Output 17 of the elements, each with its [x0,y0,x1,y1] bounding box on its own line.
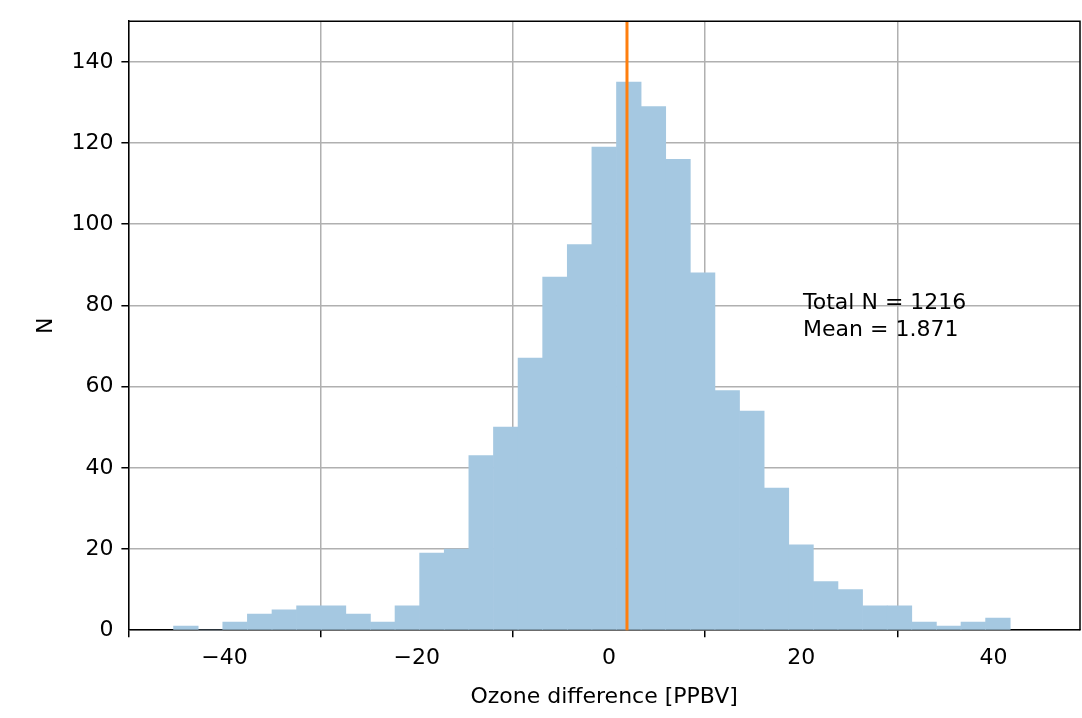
y-axis-title: N [31,317,57,334]
annotation: Mean = 1.871 [803,315,959,341]
x-tick-label: 20 [787,644,816,670]
y-tick-label: 40 [85,453,114,479]
y-tick-label: 0 [99,615,114,641]
annotation: Total N = 1216 [802,288,967,314]
y-tick-label: 120 [71,128,114,154]
x-tick-label: −20 [393,644,440,670]
y-tick-label: 140 [71,47,114,73]
y-tick-label: 100 [71,209,114,235]
y-tick-label: 20 [85,534,114,560]
x-axis-title: Ozone difference [PPBV] [470,682,738,708]
x-tick-label: 40 [979,644,1008,670]
x-tick-label: 0 [602,644,616,670]
y-tick-label: 80 [85,291,114,317]
x-tick-label: −40 [201,644,248,670]
y-tick-label: 60 [85,372,114,398]
